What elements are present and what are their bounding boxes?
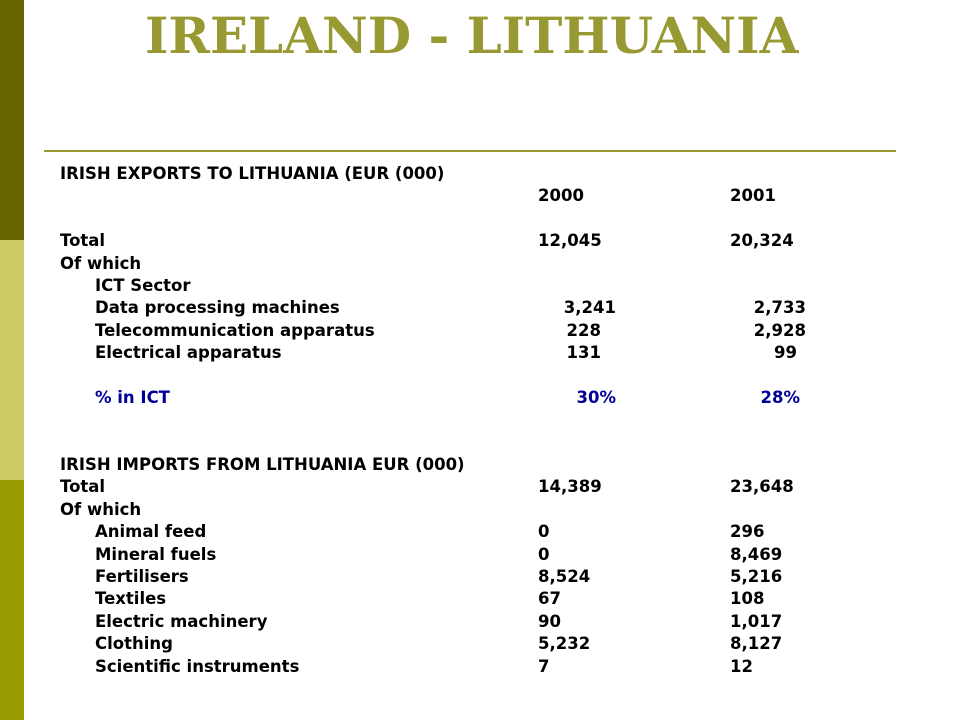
- row-label: Scientific instruments: [95, 656, 300, 676]
- exports-total-row: Total 12,045 20,324: [60, 230, 860, 252]
- row-label: % in ICT: [95, 387, 170, 407]
- table-row: Data processing machines 3,241 2,733: [60, 297, 860, 319]
- table-row: Textiles 67 108: [60, 588, 860, 610]
- value-2001: 296: [730, 522, 765, 542]
- side-bar-bottom: [0, 480, 24, 720]
- row-label: Mineral fuels: [95, 544, 217, 564]
- year-2000-header: 2000: [538, 186, 584, 206]
- table-row: Telecommunication apparatus 228 2,928: [60, 320, 860, 342]
- exports-heading-row: IRISH EXPORTS TO LITHUANIA (EUR (000): [60, 163, 860, 185]
- table-row: Scientific instruments 7 12: [60, 656, 860, 678]
- value-2000: 0: [538, 544, 550, 564]
- row-label: Total: [60, 477, 106, 497]
- row-label: Textiles: [95, 589, 167, 609]
- value-2001: 12: [730, 656, 753, 676]
- row-label: Data processing machines: [95, 298, 340, 318]
- table-row: Animal feed 0 296: [60, 521, 860, 543]
- trade-table: IRISH EXPORTS TO LITHUANIA (EUR (000) 20…: [60, 163, 860, 678]
- value-2000: 14,389: [538, 477, 602, 497]
- imports-heading: IRISH IMPORTS FROM LITHUANIA EUR (000): [60, 455, 465, 475]
- imports-heading-row: IRISH IMPORTS FROM LITHUANIA EUR (000): [60, 454, 860, 476]
- value-2001: 1,017: [730, 611, 783, 631]
- slide-title: IRELAND - LITHUANIA: [145, 6, 799, 65]
- value-2001: 28%: [760, 387, 801, 407]
- ict-sector-row: ICT Sector: [60, 275, 860, 297]
- row-label: Telecommunication apparatus: [95, 320, 375, 340]
- value-2000: 7: [538, 656, 550, 676]
- value-2000: 3,241: [563, 298, 616, 318]
- value-2001: 5,216: [730, 567, 783, 587]
- value-2001: 8,469: [730, 544, 783, 564]
- value-2000: 8,524: [538, 567, 591, 587]
- exports-heading: IRISH EXPORTS TO LITHUANIA (EUR (000): [60, 164, 445, 183]
- row-label: Electric machinery: [95, 611, 268, 631]
- row-label: Total: [60, 231, 106, 251]
- imports-of-which-row: Of which: [60, 499, 860, 521]
- value-2001: 23,648: [730, 477, 794, 497]
- ict-share-row: % in ICT 30% 28%: [60, 387, 860, 409]
- row-label: Of which: [60, 253, 142, 273]
- value-2000: 12,045: [538, 231, 602, 251]
- value-2001: 99: [774, 343, 797, 363]
- value-2001: 20,324: [730, 231, 794, 251]
- row-label: Animal feed: [95, 522, 207, 542]
- value-2000: 0: [538, 522, 550, 542]
- value-2001: 8,127: [730, 634, 783, 654]
- table-row: Electric machinery 90 1,017: [60, 611, 860, 633]
- value-2001: 108: [730, 589, 765, 609]
- year-2001-header: 2001: [730, 186, 776, 206]
- row-label: Clothing: [95, 634, 173, 654]
- value-2001: 2,733: [753, 298, 806, 318]
- table-row: Mineral fuels 0 8,469: [60, 544, 860, 566]
- row-label: Of which: [60, 499, 142, 519]
- row-label: ICT Sector: [95, 275, 191, 295]
- row-label: Electrical apparatus: [95, 343, 282, 363]
- imports-total-row: Total 14,389 23,648: [60, 476, 860, 498]
- value-2000: 90: [538, 611, 561, 631]
- side-bar-top: [0, 0, 24, 240]
- value-2000: 5,232: [538, 634, 591, 654]
- exports-of-which-row: Of which: [60, 253, 860, 275]
- value-2000: 228: [566, 320, 601, 340]
- title-divider: [44, 150, 896, 152]
- table-row: Fertilisers 8,524 5,216: [60, 566, 860, 588]
- value-2000: 131: [566, 343, 601, 363]
- row-label: Fertilisers: [95, 567, 189, 587]
- side-bar-middle: [0, 240, 24, 480]
- table-row: Electrical apparatus 131 99: [60, 342, 860, 364]
- table-row: Clothing 5,232 8,127: [60, 633, 860, 655]
- value-2001: 2,928: [753, 320, 806, 340]
- year-header-row: 2000 2001: [60, 185, 860, 207]
- value-2000: 67: [538, 589, 561, 609]
- value-2000: 30%: [576, 387, 617, 407]
